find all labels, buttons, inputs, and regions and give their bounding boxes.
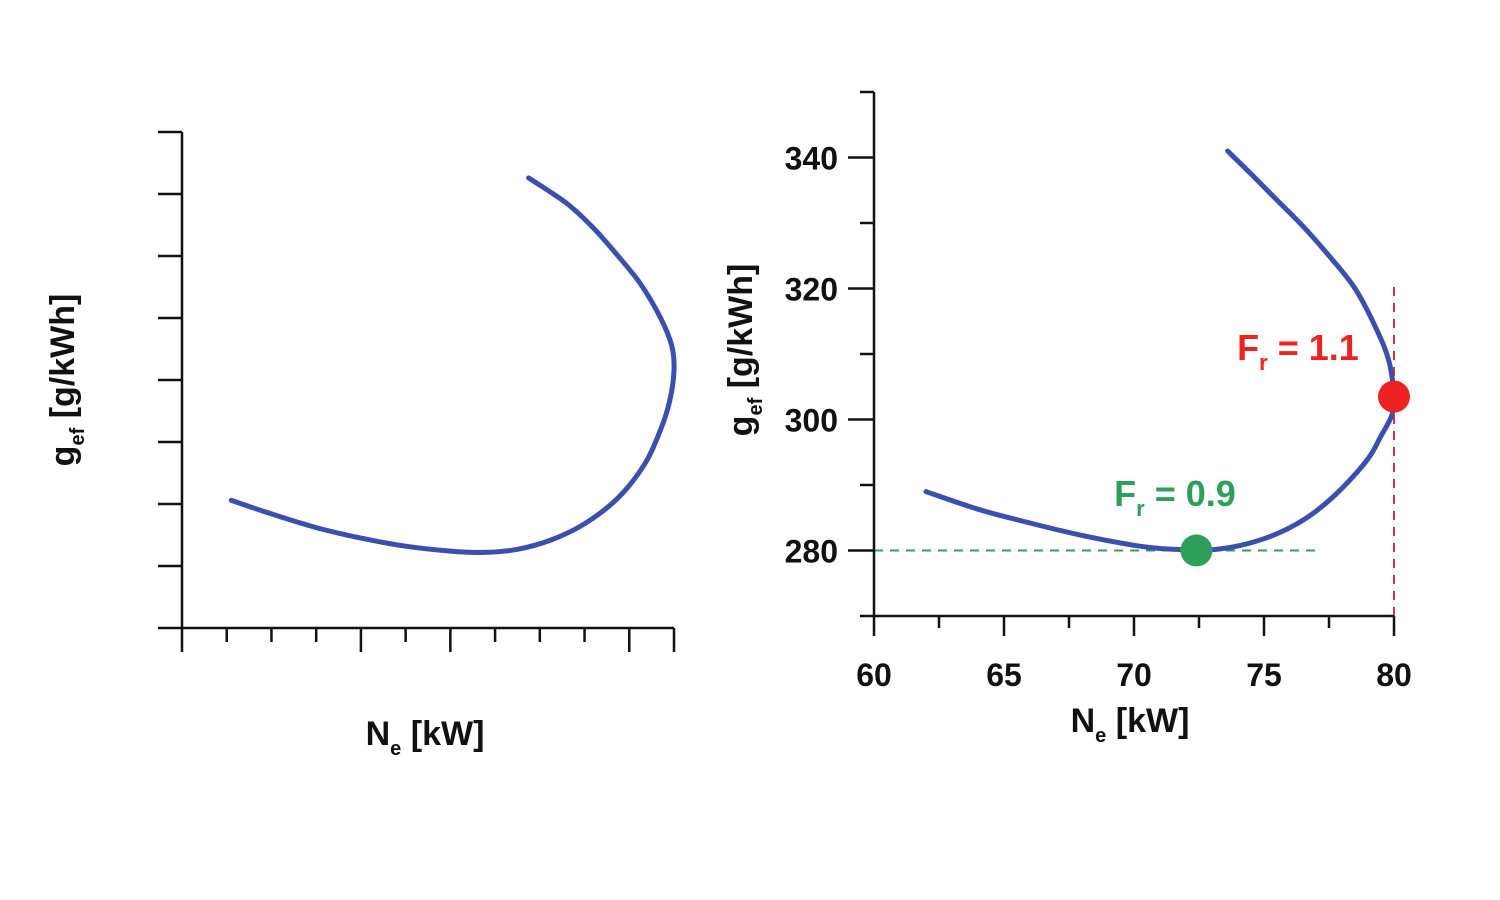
right-x-tick-label: 70 (1116, 657, 1152, 693)
left-x-axis-title: Ne [kW] (366, 715, 485, 760)
left-axes (180, 132, 674, 630)
left-ticks (158, 130, 676, 652)
left-y-axis-title: gef [g/kWh] (44, 294, 89, 467)
right-y-tick-label: 300 (785, 403, 838, 439)
right-series-curve (923, 148, 1397, 554)
point-fr-1-1 (1378, 380, 1410, 413)
right-y-tick-label: 320 (785, 272, 838, 308)
right-reference-lines (874, 281, 1395, 616)
right-x-tick-label: 80 (1376, 657, 1412, 693)
right-y-tick-label: 280 (785, 534, 838, 570)
left-chart: Ne [kW] gef [g/kWh] (44, 130, 677, 760)
right-y-axis-title: gef [g/kWh] (722, 264, 767, 437)
point-fr-0-9 (1180, 534, 1213, 567)
right-x-tick-label: 75 (1246, 657, 1282, 693)
annotation-fr-1-1: Fr = 1.1 (1237, 327, 1359, 375)
right-x-tick-label: 65 (986, 657, 1022, 693)
right-chart: 60 65 70 75 80 280 300 320 340 Ne [kW] gef [g/kW… (722, 90, 1412, 747)
left-series-curve (228, 175, 677, 555)
right-y-tick-label: 340 (785, 141, 838, 177)
right-x-axis-title: Ne [kW] (1071, 702, 1190, 747)
right-ticks: 60 65 70 75 80 280 300 320 340 (785, 90, 1412, 693)
right-x-tick-label: 60 (856, 657, 892, 693)
right-points (1180, 380, 1410, 567)
annotation-fr-0-9: Fr = 0.9 (1114, 473, 1236, 521)
